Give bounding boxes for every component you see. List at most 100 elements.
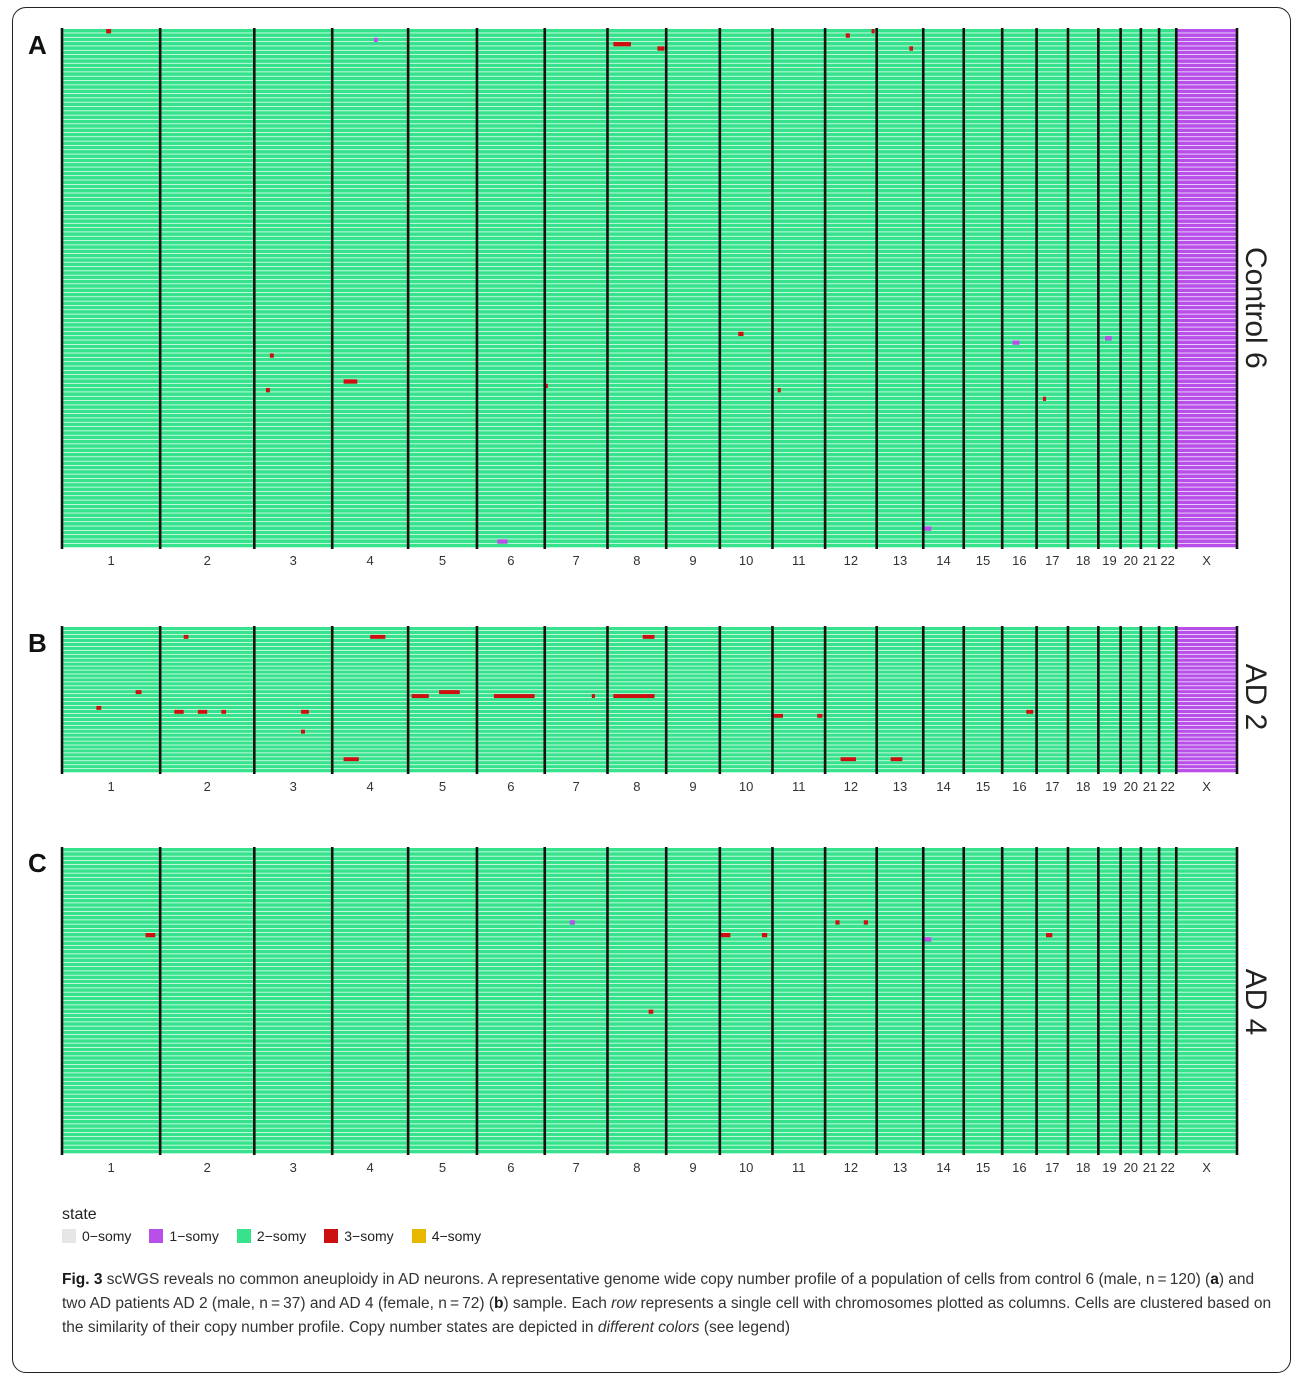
- cell-row: [62, 292, 1177, 297]
- cell-row: [62, 753, 1177, 757]
- chromosome-label: X: [1202, 553, 1211, 568]
- chromosome-label: 11: [792, 779, 806, 794]
- cell-row-x: [1176, 658, 1237, 662]
- copy-number-event-3-somy: [1046, 933, 1053, 938]
- cell-row: [62, 757, 1177, 761]
- cell-row-x: [1176, 145, 1237, 150]
- cell-row: [62, 1128, 1177, 1133]
- copy-number-event-3-somy: [301, 709, 309, 714]
- cell-row: [62, 950, 1177, 954]
- cell-row-x: [1176, 63, 1237, 68]
- copy-number-event-3-somy: [840, 757, 857, 762]
- cell-row: [62, 1009, 1177, 1014]
- chromosome-label: 14: [936, 553, 950, 568]
- copy-number-event-3-somy: [96, 705, 102, 710]
- chromosome-label: 10: [739, 1160, 753, 1175]
- cell-row-x: [1176, 971, 1237, 975]
- cell-row: [62, 670, 1177, 674]
- cell-row: [62, 305, 1177, 310]
- cell-row-x: [1176, 873, 1237, 878]
- cell-row: [62, 375, 1177, 379]
- cell-row: [62, 111, 1177, 115]
- cell-row: [62, 444, 1177, 448]
- cell-row-x: [1176, 357, 1237, 362]
- cell-row-x: [1176, 937, 1237, 941]
- cell-row: [62, 154, 1177, 159]
- chromosome-label: 16: [1012, 553, 1026, 568]
- cell-row: [62, 765, 1177, 769]
- cell-row: [62, 1137, 1177, 1141]
- cell-row: [62, 275, 1177, 280]
- cell-row-x: [1176, 1035, 1237, 1039]
- copy-number-event-3-somy: [544, 383, 548, 388]
- legend-swatch: [411, 1229, 426, 1243]
- cell-row: [62, 310, 1177, 314]
- chromosome-label: 10: [739, 779, 753, 794]
- cell-row-x: [1176, 1141, 1237, 1145]
- copy-number-event-3-somy: [343, 379, 358, 384]
- panel-c-cell-rows: [62, 848, 1237, 1154]
- cell-row: [62, 709, 1177, 714]
- cell-row: [62, 1030, 1177, 1035]
- cell-row: [62, 1026, 1177, 1031]
- chromosome-label: 13: [893, 779, 907, 794]
- cell-row: [62, 327, 1177, 332]
- chromosome-label: 8: [633, 553, 640, 568]
- cell-row: [62, 67, 1177, 72]
- cell-row-x: [1176, 167, 1237, 172]
- cell-row: [62, 370, 1177, 375]
- chromosome-label: 5: [439, 1160, 446, 1175]
- cell-row: [62, 483, 1177, 487]
- chromosome-label: 21: [1143, 1160, 1157, 1175]
- legend-label: 1−somy: [169, 1228, 219, 1244]
- cell-row-x: [1176, 958, 1237, 963]
- chromosome-label: 12: [844, 1160, 858, 1175]
- cell-row-x: [1176, 1009, 1237, 1014]
- copy-number-event-1-somy: [923, 937, 932, 942]
- cell-row-x: [1176, 232, 1237, 236]
- cell-row: [62, 705, 1177, 710]
- cell-row: [62, 80, 1177, 85]
- copy-number-event-3-somy: [1026, 709, 1034, 714]
- cell-row-x: [1176, 72, 1237, 76]
- cell-row: [62, 413, 1177, 418]
- chromosome-label: 6: [507, 1160, 514, 1175]
- cell-row-x: [1176, 761, 1237, 765]
- cell-row-x: [1176, 1060, 1237, 1065]
- cell-row-x: [1176, 1094, 1237, 1099]
- cell-row: [62, 314, 1177, 319]
- cell-row: [62, 877, 1177, 882]
- cell-row: [62, 145, 1177, 150]
- cell-row-x: [1176, 444, 1237, 448]
- cell-row: [62, 848, 1177, 852]
- copy-number-event-3-somy: [106, 29, 112, 34]
- cell-row: [62, 409, 1177, 414]
- cell-row-x: [1176, 753, 1237, 757]
- cell-row: [62, 271, 1177, 275]
- cell-row-x: [1176, 98, 1237, 102]
- figure-caption: Fig. 3 scWGS reveals no common aneuploid…: [62, 1268, 1277, 1340]
- cell-row-x: [1176, 882, 1237, 886]
- cell-row-x: [1176, 262, 1237, 267]
- cell-row: [62, 37, 1177, 42]
- cell-row-x: [1176, 928, 1237, 933]
- chromosome-label: 4: [367, 553, 374, 568]
- chromosome-label: 15: [976, 553, 990, 568]
- cell-row: [62, 678, 1177, 682]
- legend-title: state: [62, 1206, 97, 1223]
- cell-row-x: [1176, 713, 1237, 718]
- legend-label: 0−somy: [82, 1228, 132, 1244]
- chromosome-label: 3: [290, 1160, 297, 1175]
- cell-row-x: [1176, 236, 1237, 241]
- cell-row-x: [1176, 301, 1237, 306]
- cell-row-x: [1176, 539, 1237, 543]
- cell-row: [62, 336, 1177, 340]
- cell-row-x: [1176, 962, 1237, 967]
- cell-row: [62, 646, 1177, 650]
- cell-row: [62, 1018, 1177, 1022]
- cell-row-x: [1176, 543, 1237, 548]
- cell-row-x: [1176, 911, 1237, 916]
- cell-row: [62, 279, 1177, 284]
- cell-row-x: [1176, 1149, 1237, 1154]
- cell-row-x: [1176, 331, 1237, 336]
